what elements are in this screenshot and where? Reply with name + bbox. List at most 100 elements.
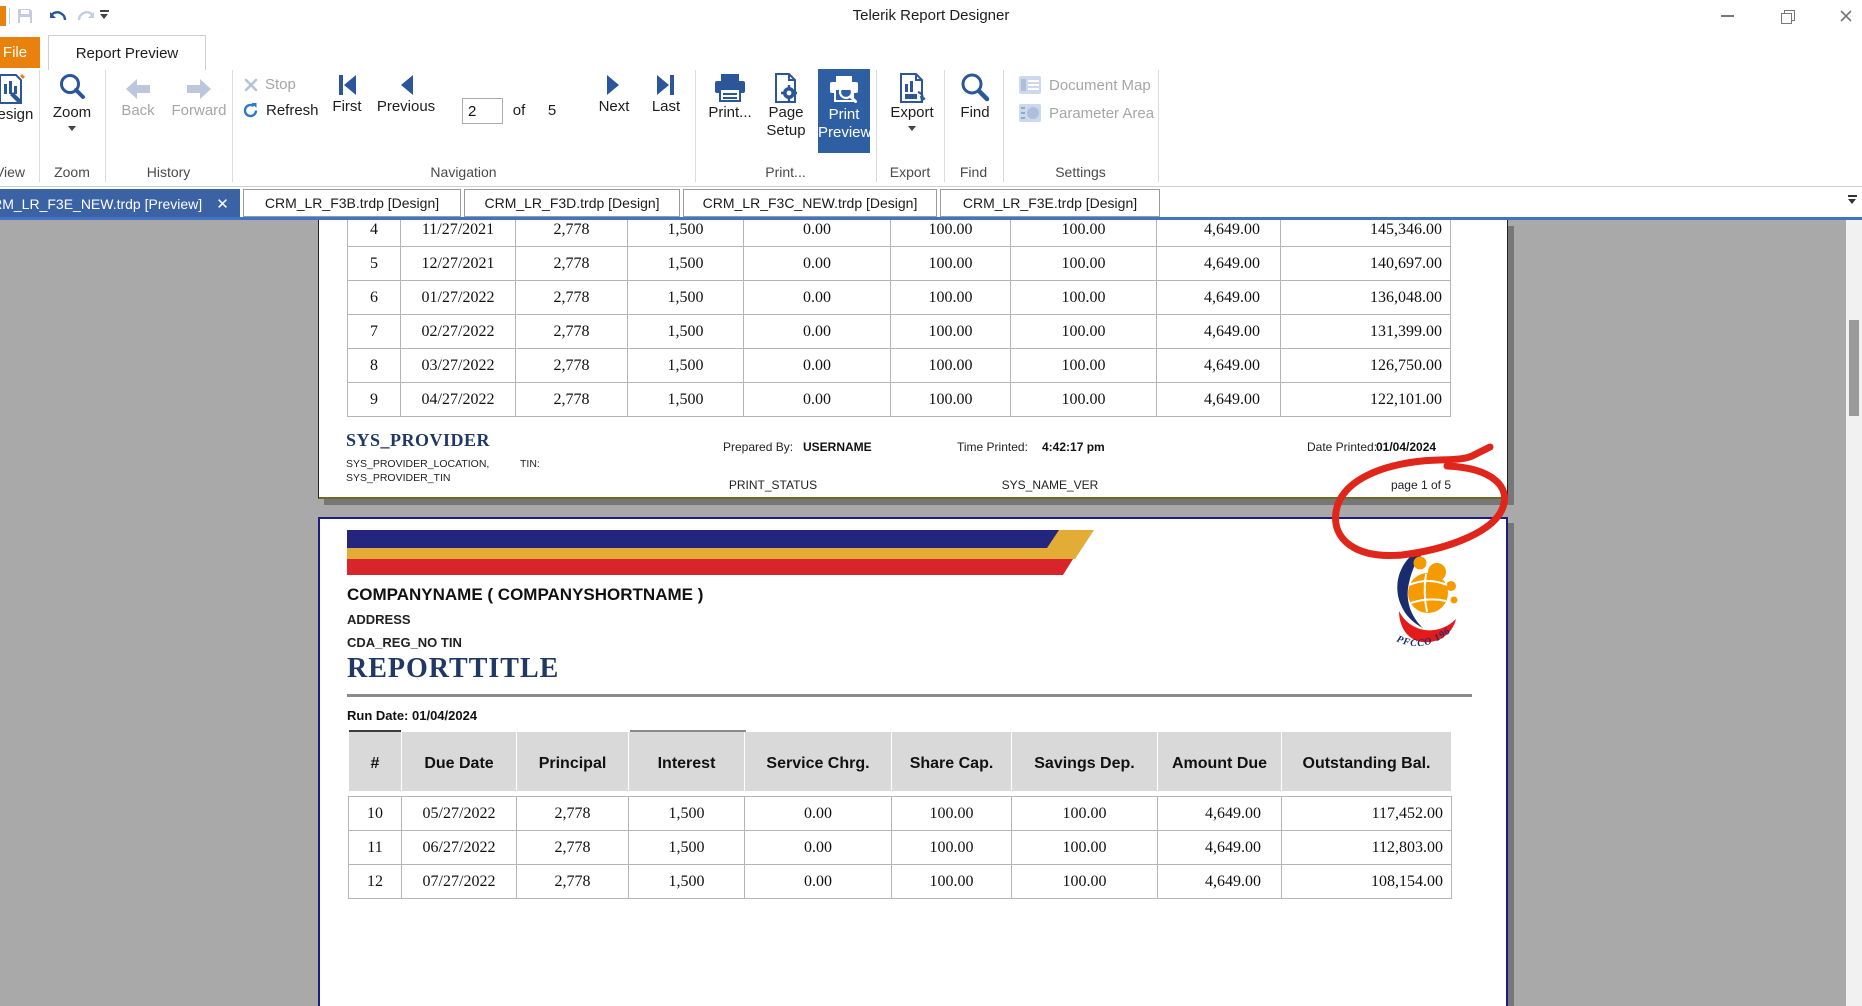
table-row: 5 12/27/2021 2,778 1,500 0.00 100.00 100.00 4,6… [347,246,1451,281]
document-tab[interactable]: CRM_LR_F3B.trdp [Design] [243,189,461,217]
tab-overflow-icon[interactable] [1848,195,1857,204]
last-page-button[interactable]: Last [644,72,688,115]
table-cell: 4,649.00 [1157,864,1282,899]
table-cell: 131,399.00 [1280,314,1451,349]
table-cell: 4,649.00 [1156,382,1281,417]
tab-report-preview[interactable]: Report Preview [48,35,206,70]
tab-file[interactable]: File [0,37,40,68]
print-button[interactable]: Print... [704,72,756,122]
table-row: 6 01/27/2022 2,778 1,500 0.00 100.00 100.00 4,6… [347,280,1451,315]
table-cell: 100.00 [1011,864,1158,899]
document-tab[interactable]: CRM_LR_F3E.trdp [Design] [940,189,1160,217]
report-title: REPORTTITLE [347,653,560,684]
close-icon[interactable] [1831,4,1861,28]
table-row: 8 03/27/2022 2,778 1,500 0.00 100.00 100.00 4,6… [347,348,1451,383]
page1-shadow [1508,226,1514,505]
schedule-table-page2: # Due Date Principal Interest Service Chrg. S… [348,732,1452,899]
restore-button[interactable] [1772,4,1802,28]
first-page-button[interactable]: First [326,72,368,115]
qat-divider [9,8,10,24]
table-cell: 4,649.00 [1157,830,1282,865]
provider-location: SYS_PROVIDER_LOCATION, [346,458,490,470]
time-printed-label: Time Printed: [957,440,1028,454]
find-button[interactable]: Find [950,72,1000,122]
table-cell: 100.00 [890,220,1011,247]
page2-shadow [1508,523,1514,1006]
stop-icon [244,78,258,91]
print-status: PRINT_STATUS [728,478,818,492]
stop-button: Stop [244,76,296,93]
document-map-button: Document Map [1018,75,1151,95]
table-cell: 2,778 [516,796,629,831]
table-cell: 100.00 [890,280,1011,315]
window-title: Telerik Report Designer [852,7,1010,24]
scrollbar-thumb[interactable] [1849,320,1859,416]
table-cell: 0.00 [744,796,892,831]
document-tab[interactable]: CRM_LR_F3D.trdp [Design] [464,189,680,217]
document-tab[interactable]: CRM_LR_F3E_NEW.trdp [Preview] ✕ [0,189,240,218]
table-cell: 4,649.00 [1156,314,1281,349]
date-printed-label: Date Printed: [1307,440,1378,454]
table-cell: 1,500 [628,796,745,831]
table-cell: 2,778 [515,220,628,247]
group-label-navigation: Navigation [430,164,497,180]
table-cell: 0.00 [743,220,891,247]
table-cell: 0.00 [743,382,891,417]
title-rule [347,694,1472,697]
table-cell: 100.00 [1010,382,1157,417]
table-cell: 100.00 [1010,246,1157,281]
provider-tin: SYS_PROVIDER_TIN [346,472,451,484]
refresh-button[interactable]: Refresh [242,102,319,119]
page1-shadow-bottom [324,499,1514,505]
export-icon [900,73,926,103]
table-cell: 2,778 [515,382,628,417]
table-cell: 2,778 [515,348,628,383]
page-setup-button[interactable]: Page Setup [760,72,812,140]
table-cell: 9 [347,382,401,417]
table-row: 9 04/27/2022 2,778 1,500 0.00 100.00 100.00 4,6… [347,382,1451,417]
document-map-icon [1019,76,1041,94]
table-cell: 7 [347,314,401,349]
minimize-button[interactable] [1712,4,1742,28]
export-button[interactable]: Export [884,72,940,131]
table-cell: 100.00 [1010,314,1157,349]
column-header: Share Cap. [891,732,1012,791]
cell-border-tick [630,730,746,732]
table-cell: 1,500 [627,348,744,383]
previous-page-button[interactable]: Previous [372,72,440,115]
page-of-label: of [512,102,526,119]
table-cell: 2,778 [516,864,629,899]
table-cell: 0.00 [743,348,891,383]
document-tab-label: CRM_LR_F3E.trdp [Design] [962,195,1138,211]
table-row: 4 11/27/2021 2,778 1,500 0.00 100.00 100.00 4,6… [347,220,1451,247]
table-cell: 136,048.00 [1280,280,1451,315]
next-page-button[interactable]: Next [592,72,636,115]
design-button[interactable]: Design [0,72,38,124]
zoom-button[interactable]: Zoom [44,72,100,131]
page-total-label: 5 [547,102,557,119]
table-cell: 100.00 [890,314,1011,349]
table-cell: 4,649.00 [1156,280,1281,315]
print-preview-button[interactable]: Print Preview [818,69,871,153]
redo-icon [76,6,98,26]
undo-icon[interactable] [46,6,68,26]
vertical-scrollbar[interactable] [1846,220,1862,1006]
table-cell: 1,500 [627,280,744,315]
tab-close-icon[interactable]: ✕ [216,195,229,213]
save-icon [15,6,37,26]
column-header: Principal [516,732,629,791]
document-tab-label: CRM_LR_F3B.trdp [Design] [264,195,440,211]
prepared-by-label: Prepared By: [723,440,794,454]
document-tab-strip: CRM_LR_F3E_NEW.trdp [Preview] ✕ CRM_LR_F3B… [0,186,1862,218]
qat-customize-icon[interactable] [100,10,109,19]
schedule-table-page1: 4 11/27/2021 2,778 1,500 0.00 100.00 100.00 4,6… [347,220,1451,417]
ribbon-tab-row: File Report Preview [0,32,1862,70]
table-cell: 2,778 [515,280,628,315]
page-number-input[interactable] [462,98,503,124]
table-cell: 10 [348,796,402,831]
document-tab[interactable]: CRM_LR_F3C_NEW.trdp [Design] [683,189,937,217]
group-label-find: Find [959,164,988,180]
table-cell: 11 [348,830,402,865]
table-cell: 8 [347,348,401,383]
table-cell: 100.00 [1010,220,1157,247]
